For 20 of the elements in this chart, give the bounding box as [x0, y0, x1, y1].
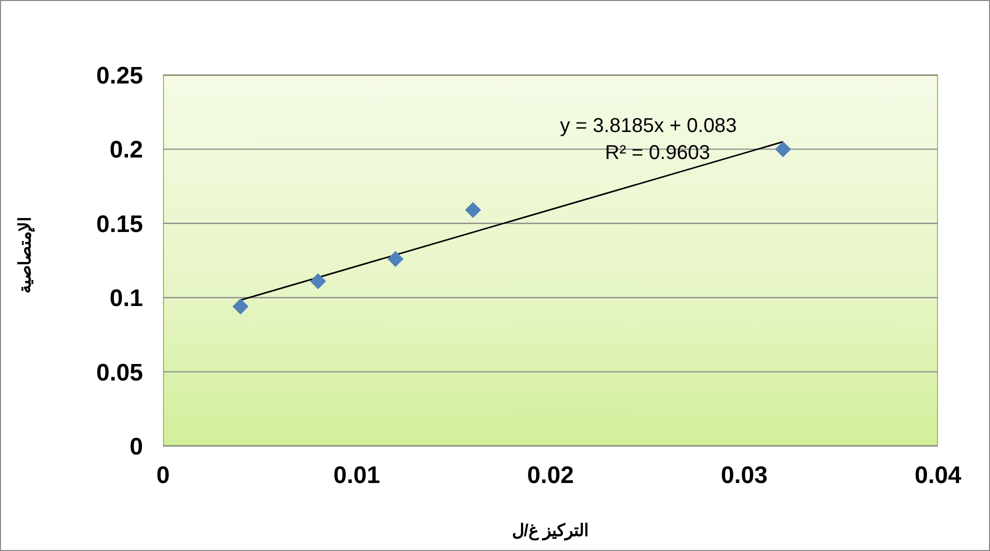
y-tick-label: 0.25	[96, 62, 143, 90]
annotation: y = 3.8185x + 0.083	[560, 115, 737, 138]
x-tick-label: 0	[156, 462, 170, 490]
y-tick-label: 0.1	[110, 285, 143, 312]
annotation: R² = 0.9603	[605, 142, 710, 165]
point	[465, 202, 481, 218]
x-tick-label: 0.02	[527, 462, 574, 490]
x-tick-label: 0.04	[914, 462, 962, 490]
point	[232, 298, 248, 315]
x-tick-label: 0.03	[720, 462, 768, 490]
y-axis-title: الإمتصاصية	[14, 216, 36, 294]
y-tick-label: 0.15	[96, 210, 143, 238]
y-tick-label: 0.2	[110, 136, 143, 164]
x-axis-title: التركيز غ/ل	[510, 520, 590, 541]
x-tick-label: 0.01	[333, 462, 380, 490]
y-tick-label: 0.05	[96, 359, 143, 386]
point	[310, 273, 326, 290]
y-tick-label: 0	[130, 434, 143, 461]
point	[388, 251, 404, 268]
point	[775, 141, 791, 158]
